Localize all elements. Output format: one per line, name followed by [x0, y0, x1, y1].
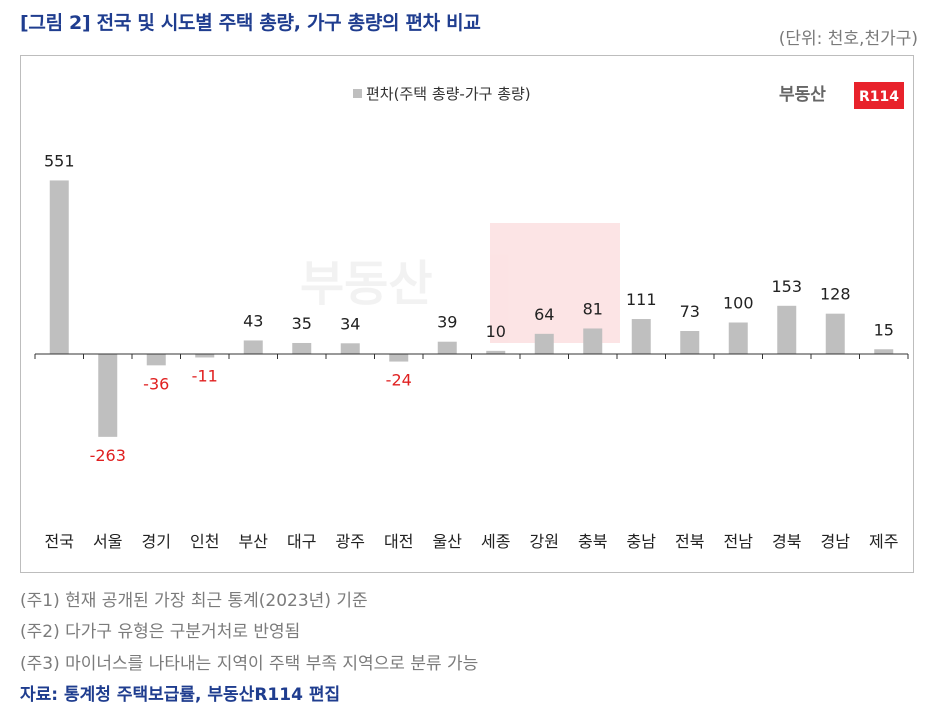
brand-logo: 부동산 R114 [779, 82, 904, 109]
bar-전북 [680, 331, 700, 354]
data-label: 39 [437, 313, 457, 332]
bar-인천 [195, 354, 215, 358]
data-label: 81 [583, 299, 603, 318]
bar-경북 [777, 305, 797, 354]
watermark-logo: 부동산 [300, 223, 620, 343]
data-label: -36 [143, 374, 169, 393]
category-label: 세종 [481, 532, 510, 551]
data-label: 43 [243, 311, 263, 330]
bar-대구 [292, 342, 312, 354]
category-label: 대구 [287, 532, 316, 551]
bar-제주 [874, 349, 894, 354]
bar-울산 [437, 341, 457, 354]
category-label: 울산 [433, 532, 463, 551]
chart-frame [20, 55, 914, 573]
bar-서울 [98, 354, 118, 437]
category-label: 강원 [530, 532, 559, 551]
x-axis-category-labels: 전국 서울 경기 인천 부산 대구 광주 대전 울산 세종 강원 충북 충남 전북 전남 경북 경남 제주 [45, 532, 899, 551]
category-label: 광주 [336, 532, 365, 551]
chart-title: [그림 2] 전국 및 시도별 주택 총량, 가구 총량의 편차 비교 [20, 12, 481, 34]
legend: 편차(주택 총량-가구 총량) [353, 85, 531, 103]
data-label: 10 [486, 322, 506, 341]
data-label: 73 [680, 302, 700, 321]
footnote-3: (주3) 마이너스를 나타내는 지역이 주택 부족 지역으로 분류 가능 [20, 654, 479, 674]
bar-경남 [825, 313, 845, 354]
data-label: 153 [771, 277, 802, 296]
data-label: -263 [90, 446, 126, 465]
bar-충북 [583, 328, 603, 354]
data-label: 551 [44, 151, 75, 170]
logo-text: 부동산 [779, 85, 826, 105]
bar-광주 [340, 343, 360, 354]
footnote-2: (주2) 다가구 유형은 구분거처로 반영됨 [20, 622, 301, 642]
category-label: 경남 [821, 532, 851, 551]
footnote-1: (주1) 현재 공개된 가장 최근 통계(2023년) 기준 [20, 591, 368, 611]
bar-chart: 부동산 편차(주택 총량-가구 총량) 부동산 R114 551 -263 -36 -… [34, 82, 909, 551]
bar-대전 [389, 354, 409, 362]
category-label: 충남 [627, 532, 657, 551]
legend-label: 편차(주택 총량-가구 총량) [366, 85, 531, 103]
data-label: 15 [874, 320, 894, 339]
category-label: 전남 [724, 532, 754, 551]
logo-badge [854, 82, 904, 109]
category-label: 부산 [239, 532, 269, 551]
bar-충남 [631, 319, 651, 354]
watermark-badge [490, 223, 620, 343]
source-note: 자료: 통계청 주택보급률, 부동산R114 편집 [20, 685, 341, 705]
category-label: 전국 [45, 532, 74, 551]
category-label: 전북 [675, 532, 704, 551]
category-label: 경북 [772, 532, 801, 551]
watermark-text: 부동산 [300, 256, 432, 312]
bar-세종 [486, 350, 506, 354]
bar-강원 [534, 333, 554, 354]
category-label: 제주 [869, 532, 898, 551]
category-label: 충북 [578, 532, 607, 551]
bar-전남 [728, 322, 748, 354]
data-label: 111 [626, 290, 657, 309]
category-label: 인천 [190, 532, 219, 551]
category-label: 서울 [93, 532, 122, 551]
bar-부산 [243, 340, 263, 354]
legend-swatch [353, 89, 362, 98]
data-label: -11 [192, 366, 218, 385]
x-axis-ticks [34, 354, 909, 359]
data-label: 35 [292, 314, 312, 333]
data-labels: 551 -263 -36 -11 43 35 34 -24 39 10 64 81 111 73 100 15… [44, 151, 894, 464]
unit-label: (단위: 천호,천가구) [778, 29, 918, 49]
data-label: 100 [723, 294, 754, 313]
bars-layer [49, 180, 894, 437]
data-label: 64 [534, 305, 554, 324]
logo-badge-text: R114 [859, 89, 899, 105]
category-label: 경기 [142, 532, 171, 551]
category-label: 대전 [384, 532, 413, 551]
data-label: -24 [386, 371, 412, 390]
bar-전국 [49, 180, 69, 354]
data-label: 128 [820, 285, 851, 304]
bar-경기 [146, 354, 166, 366]
data-label: 34 [340, 314, 360, 333]
